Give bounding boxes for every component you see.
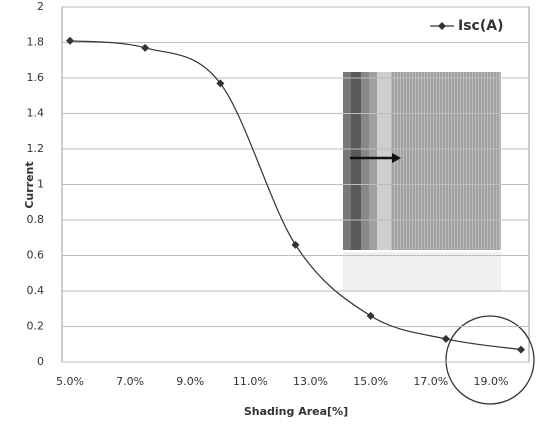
legend-label: Isc(A) — [458, 18, 503, 34]
x-tick-label: 13.0% — [293, 375, 328, 388]
x-tick-label: 9.0% — [176, 375, 204, 388]
inset-image — [343, 72, 501, 292]
x-tick-label: 7.0% — [116, 375, 144, 388]
x-tick-label: 19.0% — [473, 375, 508, 388]
y-tick-label: 0.6 — [27, 249, 45, 262]
chart: Current Shading Area[%] 00.20.40.60.811.… — [0, 0, 538, 427]
y-tick-label: 2 — [37, 0, 44, 13]
y-tick-label: 1.6 — [27, 71, 45, 84]
y-tick-label: 0.4 — [27, 284, 45, 297]
x-tick-label: 15.0% — [353, 375, 388, 388]
x-tick-label: 17.0% — [413, 375, 448, 388]
y-tick-label: 1 — [37, 178, 44, 191]
y-tick-label: 0.2 — [27, 320, 45, 333]
y-tick-label: 0.8 — [27, 213, 45, 226]
y-tick-label: 1.8 — [27, 36, 45, 49]
x-tick-label: 5.0% — [56, 375, 84, 388]
y-tick-label: 1.4 — [27, 107, 45, 120]
y-tick-label: 1.2 — [27, 142, 45, 155]
y-tick-label: 0 — [37, 355, 44, 368]
y-axis-label: Current — [23, 161, 36, 208]
x-axis-label: Shading Area[%] — [244, 405, 348, 418]
x-tick-label: 11.0% — [233, 375, 268, 388]
